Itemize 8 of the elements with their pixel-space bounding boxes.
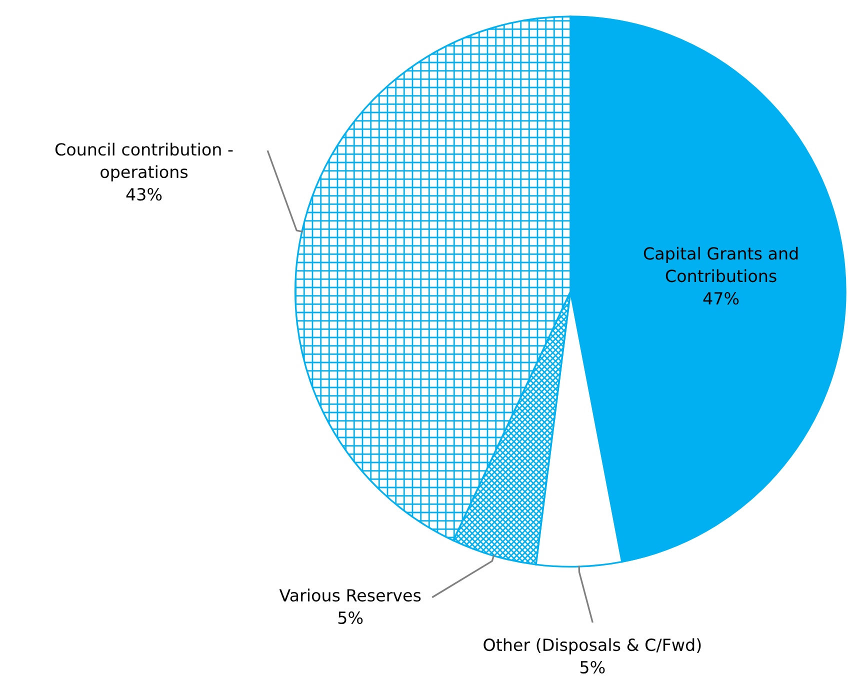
data-label: 43% bbox=[126, 188, 162, 201]
slice-label: Various Reserves bbox=[279, 588, 421, 602]
data-label: 47% bbox=[703, 292, 739, 305]
slice-label: Capital Grants and Contributions bbox=[644, 246, 798, 282]
slice-label: Council contribution - operations bbox=[55, 142, 233, 182]
data-label: 5% bbox=[580, 660, 605, 674]
slice-label: Other (Disposals & C/Fwd) bbox=[484, 638, 701, 654]
data-label: 5% bbox=[338, 611, 363, 624]
